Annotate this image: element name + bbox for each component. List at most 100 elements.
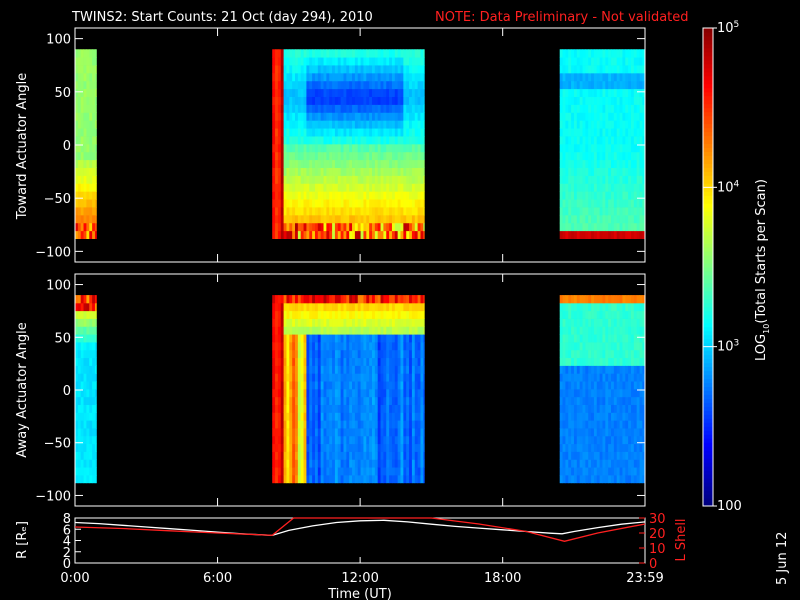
heatmap-cell	[417, 230, 421, 239]
heatmap-cell	[633, 120, 638, 129]
heatmap-cell	[397, 65, 401, 74]
heatmap-cell	[312, 143, 316, 153]
heatmap-cell	[320, 373, 324, 382]
heatmap-cell	[323, 65, 327, 74]
heatmap-cell	[320, 451, 324, 460]
heatmap-cell	[619, 96, 623, 105]
date-stamp: 5 Jun 12	[775, 532, 790, 585]
heatmap-cell	[608, 136, 612, 145]
heatmap-cell	[591, 443, 595, 452]
heatmap-cell	[334, 365, 339, 374]
heatmap-cell	[86, 334, 90, 343]
colorbar-swatch	[703, 47, 713, 53]
heatmap-cell	[391, 96, 396, 105]
heatmap-cell	[397, 222, 401, 232]
heatmap-cell	[585, 72, 589, 82]
colorbar-swatch	[703, 251, 713, 256]
heatmap-cell	[628, 443, 632, 452]
heatmap-cell	[283, 326, 287, 335]
heatmap-cell	[582, 334, 586, 343]
heatmap-cell	[420, 388, 424, 398]
heatmap-cell	[630, 49, 635, 58]
heatmap-cell	[275, 207, 279, 216]
heatmap-cell	[391, 373, 396, 382]
heatmap-cell	[622, 334, 626, 343]
heatmap-cell	[608, 357, 612, 366]
heatmap-cell	[360, 128, 364, 137]
heatmap-cell	[585, 80, 589, 90]
heatmap-cell	[409, 88, 413, 98]
heatmap-cell	[297, 349, 302, 359]
heatmap-cell	[642, 65, 646, 74]
heatmap-cell	[380, 373, 384, 382]
heatmap-cell	[596, 104, 601, 113]
heatmap-cell	[391, 342, 396, 351]
heatmap-cell	[642, 435, 646, 445]
heatmap-cell	[591, 302, 595, 312]
heatmap-cell	[286, 310, 290, 319]
heatmap-cell	[374, 467, 379, 476]
heatmap-cell	[605, 104, 609, 113]
heatmap-cell	[92, 207, 96, 216]
heatmap-cell	[337, 199, 342, 208]
heatmap-cell	[357, 151, 361, 161]
heatmap-cell	[565, 80, 569, 90]
heatmap-cell	[599, 80, 603, 90]
heatmap-cell	[326, 96, 330, 105]
heatmap-cell	[300, 128, 304, 137]
heatmap-cell	[403, 318, 407, 327]
heatmap-cell	[86, 183, 90, 192]
heatmap-cell	[411, 222, 416, 232]
heatmap-cell	[80, 310, 84, 319]
heatmap-cell	[636, 318, 640, 327]
heatmap-cell	[559, 128, 563, 137]
heatmap-cell	[602, 57, 606, 66]
heatmap-cell	[579, 120, 583, 129]
heatmap-cell	[77, 175, 82, 184]
heatmap-cell	[320, 388, 324, 398]
heatmap-cell	[417, 302, 421, 312]
heatmap-cell	[599, 412, 603, 421]
heatmap-cell	[297, 396, 302, 405]
heatmap-cell	[366, 72, 370, 82]
heatmap-cell	[272, 175, 276, 184]
heatmap-cell	[332, 435, 336, 445]
heatmap-cell	[89, 72, 93, 82]
heatmap-cell	[303, 159, 307, 168]
heatmap-cell	[562, 120, 566, 129]
heatmap-cell	[309, 207, 313, 216]
heatmap-cell	[571, 104, 575, 113]
heatmap-cell	[354, 96, 359, 105]
heatmap-cell	[423, 342, 425, 351]
heatmap-cell	[286, 128, 290, 137]
heatmap-cell	[565, 104, 569, 113]
heatmap-cell	[343, 310, 347, 319]
heatmap-cell	[340, 65, 344, 74]
heatmap-cell	[417, 199, 421, 208]
heatmap-cell	[559, 474, 563, 484]
heatmap-cell	[272, 342, 276, 351]
heatmap-cell	[312, 65, 316, 74]
heatmap-cell	[573, 222, 578, 232]
heatmap-cell	[272, 183, 276, 192]
heatmap-cell	[77, 443, 82, 452]
heatmap-cell	[357, 365, 361, 374]
heatmap-cell	[591, 334, 595, 343]
heatmap-cell	[622, 222, 626, 232]
heatmap-cell	[585, 334, 589, 343]
heatmap-cell	[75, 88, 79, 98]
heatmap-cell	[275, 57, 279, 66]
heatmap-cell	[363, 365, 367, 374]
heatmap-cell	[383, 183, 387, 192]
heatmap-cell	[323, 151, 327, 161]
heatmap-cell	[314, 191, 319, 200]
heatmap-cell	[642, 388, 646, 398]
heatmap-cell	[625, 183, 629, 192]
heatmap-cell	[397, 112, 401, 121]
heatmap-cell	[383, 128, 387, 137]
heatmap-cell	[579, 183, 583, 192]
heatmap-cell	[300, 136, 304, 145]
heatmap-cell	[360, 310, 364, 319]
heatmap-cell	[593, 467, 598, 476]
heatmap-cell	[588, 388, 592, 398]
